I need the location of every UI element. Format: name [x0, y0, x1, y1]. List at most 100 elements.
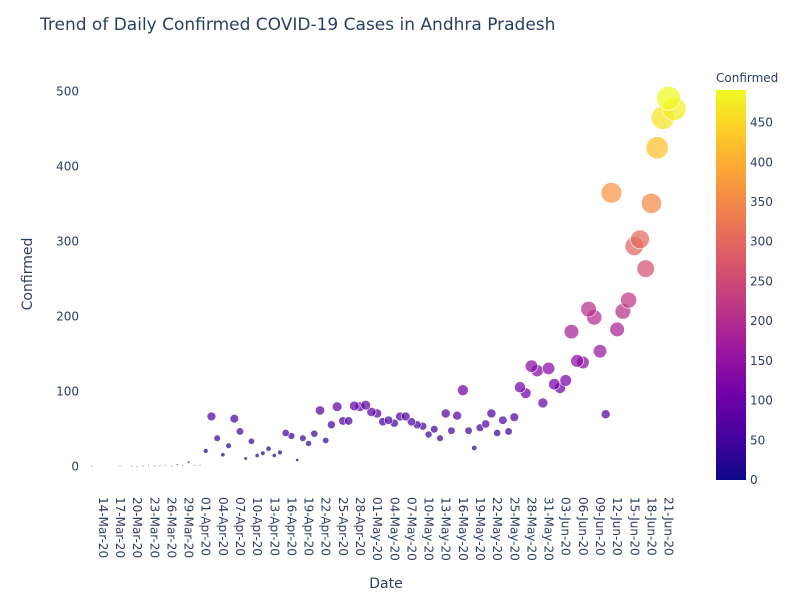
colorbar: Confirmed 0 50 100 150 200 250 300 350 400 450	[716, 71, 778, 487]
scatter-point	[430, 425, 439, 434]
x-tick-label: 29-Mar-20	[182, 497, 196, 558]
x-axis-ticks: 14-Mar-20 17-Mar-20 20-Mar-20 23-Mar-20 26-M…	[96, 497, 676, 561]
scatter-point	[349, 400, 360, 412]
scatter-point	[656, 85, 681, 111]
scatter-point	[640, 192, 662, 214]
x-tick-label: 13-Apr-20	[267, 497, 281, 556]
scatter-point	[464, 426, 473, 435]
scatter-point	[243, 456, 248, 461]
colorbar-tick-label: 100	[750, 394, 773, 408]
y-tick-label: 400	[56, 160, 79, 174]
scatter-point	[436, 434, 444, 442]
scatter-point	[630, 229, 650, 250]
x-tick-label: 25-May-20	[507, 497, 521, 561]
scatter-point	[310, 429, 319, 438]
x-tick-label: 16-Apr-20	[284, 497, 298, 556]
y-tick-label: 0	[71, 460, 79, 474]
y-axis-ticks: 0 100 200 300 400 500	[56, 85, 79, 474]
scatter-point	[440, 408, 451, 419]
scatter-point	[609, 321, 625, 338]
x-tick-label: 12-Jun-20	[610, 497, 624, 556]
scatter-point	[327, 420, 336, 430]
scatter-point	[514, 381, 526, 394]
scatter-point	[235, 427, 245, 436]
x-tick-label: 18-Jun-20	[644, 497, 658, 556]
scatter-point	[220, 452, 226, 458]
scatter-point	[504, 427, 513, 436]
y-axis-title: Confirmed	[20, 238, 36, 311]
x-tick-label: 14-Mar-20	[96, 497, 110, 558]
scatter-point	[90, 464, 93, 468]
scatter-point	[548, 378, 561, 391]
colorbar-tick-label: 200	[750, 314, 773, 328]
x-tick-label: 19-May-20	[473, 497, 487, 561]
plot-area	[90, 85, 687, 468]
scatter-point	[193, 464, 196, 467]
colorbar-tick-label: 0	[750, 473, 758, 487]
colorbar-tick-label: 250	[750, 274, 773, 288]
scatter-point	[305, 440, 312, 447]
scatter-point	[331, 401, 343, 412]
x-tick-label: 04-May-20	[387, 497, 401, 561]
scatter-point	[247, 437, 255, 445]
scatter-point	[265, 445, 272, 452]
colorbar-tick-label: 450	[750, 116, 773, 130]
x-tick-label: 19-Apr-20	[302, 497, 316, 556]
scatter-point	[175, 463, 179, 466]
x-tick-label: 28-May-20	[524, 497, 538, 561]
scatter-point	[277, 449, 283, 456]
scatter-point	[153, 464, 156, 468]
colorbar-tick-label: 50	[750, 433, 765, 447]
colorbar-ticks: 0 50 100 150 200 250 300 350 400 450	[750, 116, 773, 487]
y-tick-label: 100	[56, 385, 79, 399]
scatter-point	[498, 415, 508, 425]
scatter-point	[271, 453, 277, 458]
scatter-point	[486, 408, 497, 419]
scatter-point	[570, 354, 584, 368]
colorbar-tick-label: 400	[750, 155, 773, 169]
x-tick-label: 07-Apr-20	[233, 497, 247, 556]
scatter-point	[493, 429, 502, 437]
scatter-point	[471, 444, 478, 451]
scatter-point	[645, 136, 669, 160]
y-tick-label: 300	[56, 235, 79, 249]
x-tick-label: 21-Jun-20	[662, 497, 676, 556]
x-tick-label: 28-Apr-20	[353, 497, 367, 556]
x-tick-label: 15-Jun-20	[627, 497, 641, 556]
scatter-point	[384, 415, 394, 425]
scatter-point	[322, 436, 330, 444]
scatter-point	[457, 384, 469, 396]
chart-title: Trend of Daily Confirmed COVID-19 Cases …	[39, 15, 555, 35]
scatter-point	[452, 410, 462, 421]
scatter-point	[600, 409, 611, 420]
x-tick-label: 22-May-20	[490, 497, 504, 561]
colorbar-tick-label: 350	[750, 195, 773, 209]
scatter-point	[360, 399, 371, 411]
scatter-point	[580, 300, 597, 318]
scatter-point	[620, 291, 637, 309]
scatter-point	[600, 182, 623, 204]
y-tick-label: 200	[56, 310, 79, 324]
scatter-point	[542, 361, 556, 375]
scatter-point	[424, 430, 433, 439]
scatter-point	[400, 411, 411, 422]
x-tick-label: 03-Jun-20	[559, 497, 573, 556]
x-tick-label: 04-Apr-20	[216, 497, 230, 556]
x-tick-label: 20-Mar-20	[130, 497, 144, 558]
scatter-point	[295, 458, 300, 462]
scatter-point	[509, 412, 519, 422]
x-tick-label: 10-May-20	[422, 497, 436, 561]
x-tick-label: 10-Apr-20	[250, 497, 264, 556]
x-tick-label: 01-May-20	[370, 497, 384, 561]
colorbar-tick-label: 150	[750, 354, 773, 368]
x-tick-label: 22-Apr-20	[319, 497, 333, 556]
x-tick-label: 17-Mar-20	[113, 497, 127, 558]
colorbar-gradient	[716, 90, 746, 480]
x-tick-label: 25-Apr-20	[336, 497, 350, 556]
scatter-point	[198, 464, 202, 467]
scatter-point	[147, 464, 150, 467]
x-tick-label: 01-Apr-20	[199, 497, 213, 556]
scatter-point	[299, 434, 307, 442]
x-axis-title: Date	[369, 576, 402, 592]
